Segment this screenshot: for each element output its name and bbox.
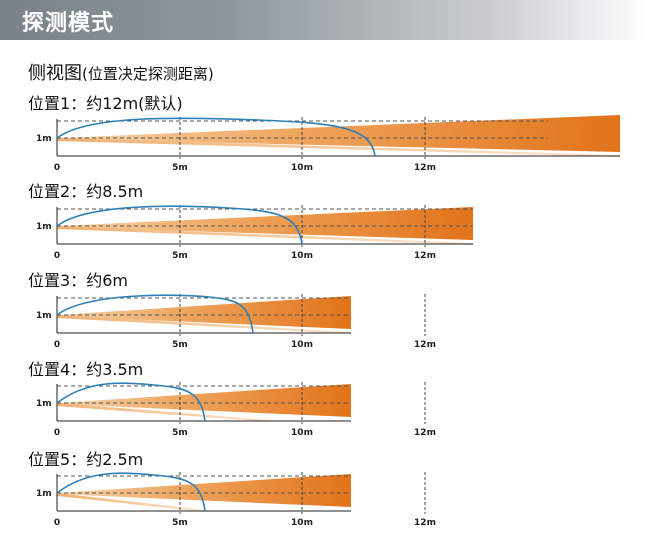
tick-label: 0 <box>54 251 60 261</box>
position-distance: 约6m <box>86 271 128 290</box>
position-name: 位置1 <box>28 94 71 113</box>
height-label: 1m <box>36 222 52 232</box>
header-bar: 探测模式 <box>0 0 652 40</box>
position-name: 位置3 <box>28 271 71 290</box>
tick-label: 12m <box>414 428 436 438</box>
tick-label: 10m <box>291 251 313 261</box>
position-4-label: 位置4：约3.5m <box>28 360 144 379</box>
beam-upper <box>57 474 351 507</box>
tick-label: 12m <box>414 340 436 350</box>
tick-label: 5m <box>172 163 188 173</box>
beam-upper <box>57 207 473 240</box>
beam-lower <box>57 403 270 422</box>
tick-label: 5m <box>172 428 188 438</box>
tick-label: 0 <box>54 518 60 528</box>
tick-label: 12m <box>414 163 436 173</box>
tick-label: 5m <box>172 340 188 350</box>
position-1-label: 位置1：约12m(默认) <box>28 94 183 113</box>
page-title: 探测模式 <box>22 11 115 36</box>
height-label: 1m <box>36 311 52 321</box>
position-distance: 约3.5m <box>86 360 144 379</box>
position-5-label: 位置5：约2.5m <box>28 450 144 469</box>
beam-lower <box>57 493 205 512</box>
position-3-label: 位置3：约6m <box>28 271 128 290</box>
subtitle-note: (位置决定探测距离) <box>82 65 214 83</box>
beam-upper <box>57 296 351 329</box>
tick-label: 12m <box>414 518 436 528</box>
beam-upper <box>57 115 620 152</box>
height-label: 1m <box>36 134 52 144</box>
beam-upper <box>57 384 351 417</box>
detection-arc <box>56 294 254 334</box>
position-distance: 约12m(默认) <box>86 94 183 113</box>
subtitle-main: 侧视图 <box>28 63 82 84</box>
section-subtitle: 侧视图(位置决定探测距离) <box>28 59 214 85</box>
height-label: 1m <box>36 489 52 499</box>
height-label: 1m <box>36 399 52 409</box>
beam-lower <box>57 226 473 245</box>
detection-arc <box>56 472 206 512</box>
tick-label: 0 <box>54 163 60 173</box>
position-name: 位置4 <box>28 360 71 379</box>
beam-lower <box>57 315 351 334</box>
tick-label: 0 <box>54 428 60 438</box>
detection-arc <box>56 382 206 422</box>
tick-label: 10m <box>291 340 313 350</box>
position-name: 位置5 <box>28 450 71 469</box>
position-distance: 约2.5m <box>86 450 144 469</box>
tick-label: 12m <box>414 251 436 261</box>
tick-label: 10m <box>291 428 313 438</box>
tick-label: 5m <box>172 251 188 261</box>
beam-lower <box>57 138 620 157</box>
tick-label: 10m <box>291 518 313 528</box>
tick-label: 5m <box>172 518 188 528</box>
tick-label: 10m <box>291 163 313 173</box>
position-distance: 约8.5m <box>86 182 144 201</box>
position-2-label: 位置2：约8.5m <box>28 182 144 201</box>
detection-arc <box>56 205 303 245</box>
detection-arc <box>56 117 376 157</box>
tick-label: 0 <box>54 340 60 350</box>
position-name: 位置2 <box>28 182 71 201</box>
